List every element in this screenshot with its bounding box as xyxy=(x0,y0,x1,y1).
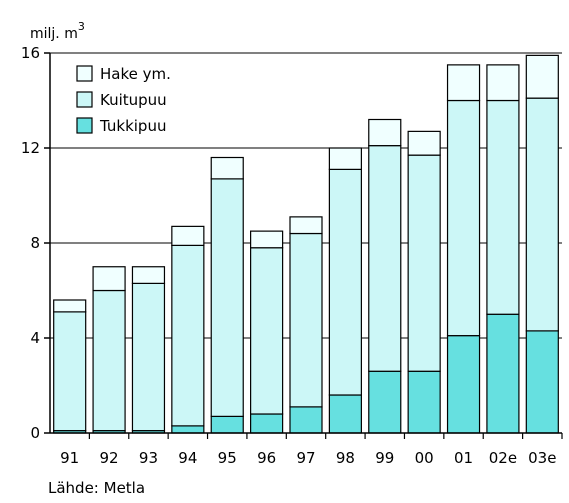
bar-segment-tukkipuu xyxy=(171,425,205,434)
bar-segment-kuitupuu xyxy=(131,282,166,432)
bar-segment-hake-ym xyxy=(446,64,481,102)
bar-segment-hake-ym xyxy=(525,54,559,99)
bar-segment-kuitupuu xyxy=(210,178,244,417)
bar-segment-kuitupuu xyxy=(92,289,126,432)
bar-segment-tukkipuu xyxy=(328,394,362,434)
y-tick-label: 12 xyxy=(21,139,40,157)
bar-segment-kuitupuu xyxy=(250,247,284,415)
x-tick-label: 95 xyxy=(218,449,237,467)
legend-swatch xyxy=(76,65,93,82)
x-tick-label: 03e xyxy=(528,449,556,467)
bar-segment-hake-ym xyxy=(250,230,284,249)
x-tick-label: 92 xyxy=(100,449,119,467)
bar-segment-kuitupuu xyxy=(171,244,205,427)
x-tick-label: 94 xyxy=(178,449,197,467)
bar-segment-tukkipuu xyxy=(289,406,323,434)
y-tick-label: 16 xyxy=(21,44,40,62)
bar-segment-hake-ym xyxy=(368,118,402,147)
legend-swatch xyxy=(76,117,93,134)
bar-segment-tukkipuu xyxy=(368,370,402,434)
bar-segment-kuitupuu xyxy=(486,99,520,315)
bar-segment-tukkipuu xyxy=(407,370,441,434)
bar-segment-hake-ym xyxy=(328,147,362,170)
legend: Hake ym. Kuitupuu Tukkipuu xyxy=(68,61,228,143)
x-tick-label: 93 xyxy=(139,449,158,467)
y-axis-unit-label: milj. m3 xyxy=(30,20,85,42)
x-tick-label: 02e xyxy=(489,449,517,467)
bar-segment-kuitupuu xyxy=(407,154,441,372)
bar-segment-kuitupuu xyxy=(368,145,402,372)
bar-segment-hake-ym xyxy=(486,64,520,102)
bar-segment-hake-ym xyxy=(92,266,126,292)
bar-segment-tukkipuu xyxy=(486,313,520,434)
y-tick-label: 8 xyxy=(30,234,40,252)
x-tick-label: 98 xyxy=(336,449,355,467)
bar-segment-hake-ym xyxy=(289,216,323,235)
bar-segment-tukkipuu xyxy=(250,413,284,434)
x-tick-label: 00 xyxy=(415,449,434,467)
unit-superscript: 3 xyxy=(78,20,85,33)
x-tick-label: 99 xyxy=(375,449,394,467)
x-tick-label: 91 xyxy=(60,449,79,467)
legend-label: Tukkipuu xyxy=(99,117,166,135)
legend-swatch xyxy=(76,91,93,108)
y-tick-label: 0 xyxy=(30,424,40,442)
bars xyxy=(53,54,559,434)
unit-text: milj. m xyxy=(30,26,78,42)
source-note: Lähde: Metla xyxy=(48,479,146,497)
x-tick-label: 96 xyxy=(257,449,276,467)
bar-segment-hake-ym xyxy=(407,130,441,156)
y-tick-label: 4 xyxy=(30,329,40,347)
x-tick-label: 01 xyxy=(454,449,473,467)
legend-label: Hake ym. xyxy=(100,65,171,83)
bar-segment-tukkipuu xyxy=(446,335,481,434)
bar-segment-kuitupuu xyxy=(328,168,362,396)
bar-segment-tukkipuu xyxy=(525,330,559,434)
bar-segment-kuitupuu xyxy=(53,311,87,432)
bar-segment-hake-ym xyxy=(53,299,87,313)
bar-segment-hake-ym xyxy=(210,156,244,180)
legend-background xyxy=(68,61,228,143)
y-axis-ticks: 0 4 8 12 16 xyxy=(21,44,50,442)
bar-segment-hake-ym xyxy=(171,225,205,246)
bar-segment-hake-ym xyxy=(131,266,166,284)
x-tick-label: 97 xyxy=(296,449,315,467)
bar-segment-kuitupuu xyxy=(525,97,559,332)
x-axis-labels: 91 92 93 94 95 96 97 98 99 00 01 02e 03e xyxy=(60,433,563,467)
bar-segment-kuitupuu xyxy=(289,232,323,408)
bar-segment-tukkipuu xyxy=(210,415,244,434)
legend-label: Kuitupuu xyxy=(100,91,167,109)
bar-segment-kuitupuu xyxy=(446,99,481,337)
